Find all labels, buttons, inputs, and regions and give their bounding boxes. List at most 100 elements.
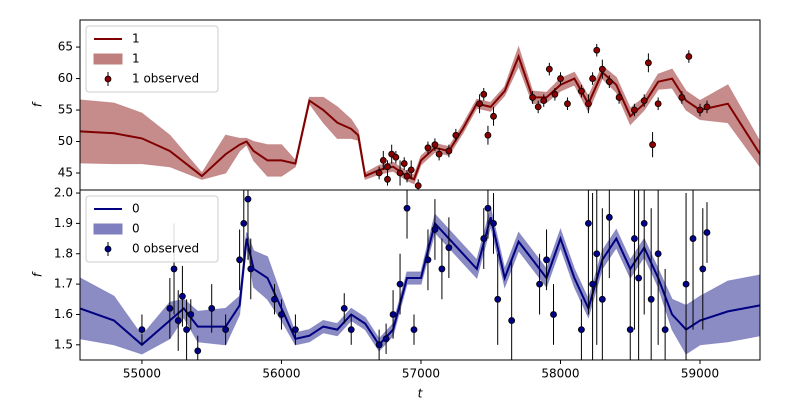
observed-point (166, 304, 174, 312)
legend-point (104, 75, 112, 83)
observed-point (647, 295, 655, 303)
y-tick-label: 2.0 (54, 186, 73, 200)
observed-point (379, 157, 387, 164)
observed-point (534, 103, 542, 111)
observed-point (689, 235, 697, 242)
observed-point (578, 326, 585, 334)
y-axis-label: f (31, 101, 45, 107)
legend-label: 1 (132, 52, 140, 66)
observed-point (179, 292, 186, 300)
legend-band (93, 53, 123, 65)
observed-point (396, 280, 404, 288)
observed-point (615, 94, 623, 101)
observed-point (183, 326, 190, 334)
observed-point (187, 311, 195, 318)
observed-point (240, 219, 248, 227)
x-tick-label: 59000 (681, 367, 719, 381)
observed-point (384, 175, 391, 183)
observed-point (375, 341, 383, 349)
observed-point (403, 204, 411, 212)
observed-point (682, 280, 690, 288)
observed-point (236, 256, 244, 264)
observed-point (382, 335, 390, 343)
x-tick-label: 57000 (402, 367, 440, 381)
legend-box (85, 25, 219, 93)
observed-point (407, 166, 415, 174)
observed-point (635, 274, 643, 282)
confidence-band (80, 208, 760, 355)
legend-label: 1 observed (132, 72, 199, 86)
observed-point (703, 229, 711, 236)
observed-point (424, 144, 432, 152)
observed-point (494, 295, 502, 303)
observed-point (598, 65, 606, 73)
observed-point (593, 250, 601, 258)
observed-point (631, 235, 638, 242)
legend-label: 0 observed (132, 242, 199, 256)
observed-point (480, 235, 488, 242)
observed-point (605, 78, 613, 86)
observed-point (208, 304, 216, 312)
observed-point (589, 75, 596, 82)
observed-point (400, 160, 408, 167)
observed-point (540, 97, 548, 104)
observed-point (626, 326, 634, 334)
x-tick-label: 56000 (262, 367, 300, 381)
observed-point (699, 265, 707, 273)
y-tick-label: 50 (58, 134, 73, 148)
observed-point (584, 219, 592, 227)
observed-point (445, 147, 453, 155)
observed-point (170, 265, 178, 273)
observed-point (640, 97, 648, 104)
observed-point (445, 244, 453, 252)
observed-point (389, 311, 397, 318)
legend: 0 0 0 observed (85, 195, 219, 263)
observed-point (414, 182, 422, 189)
observed-point (564, 100, 571, 108)
y-tick-label: 1.8 (54, 246, 73, 260)
y-tick-label: 65 (58, 40, 73, 54)
observed-point (654, 100, 662, 108)
observed-point (244, 195, 252, 203)
legend-box (85, 195, 219, 263)
observed-point (431, 226, 439, 233)
confidence-band (80, 45, 760, 185)
observed-point (384, 163, 391, 171)
observed-point (403, 172, 411, 180)
observed-point (431, 141, 439, 149)
observed-point (476, 100, 483, 108)
observed-point (375, 169, 383, 177)
x-axis-label: t (418, 387, 424, 401)
observed-point (649, 141, 656, 149)
observed-point (640, 219, 648, 227)
observed-point (550, 311, 557, 318)
y-tick-label: 1.9 (54, 216, 73, 230)
observed-point (490, 219, 497, 227)
observed-point (396, 169, 404, 177)
y-tick-label: 55 (58, 103, 73, 117)
observed-point (271, 295, 278, 303)
mean-line (80, 53, 760, 181)
observed-point (584, 100, 592, 108)
plot-area (80, 190, 760, 360)
observed-point (508, 317, 516, 324)
observed-point (138, 326, 146, 334)
observed-point (661, 326, 669, 334)
observed-point (292, 326, 299, 334)
legend-band (93, 223, 123, 235)
observed-point (578, 87, 585, 95)
observed-point (435, 150, 443, 158)
observed-point (438, 265, 446, 273)
observed-point (247, 265, 255, 273)
observed-point (410, 326, 418, 334)
y-tick-label: 60 (58, 71, 73, 85)
x-tick-label: 55000 (123, 367, 161, 381)
observed-point (392, 153, 400, 161)
observed-point (589, 280, 596, 288)
observed-point (480, 90, 488, 98)
legend-point (104, 245, 112, 253)
y-tick-label: 1.6 (54, 307, 73, 321)
observed-point (529, 94, 536, 101)
observed-point (174, 317, 182, 324)
y-tick-label: 45 (58, 166, 73, 180)
